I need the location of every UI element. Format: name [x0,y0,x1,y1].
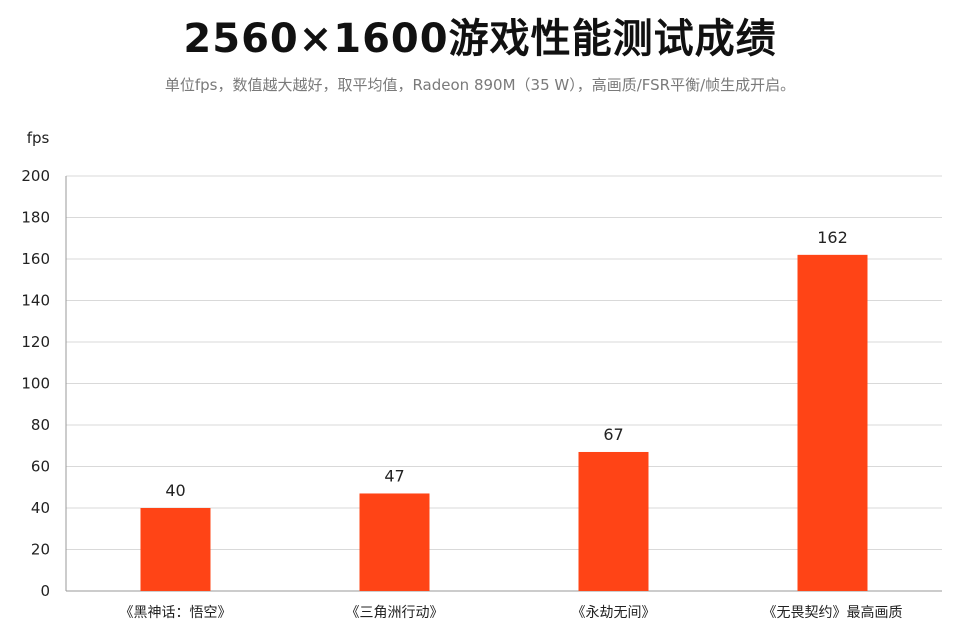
chart-title: 2560×1600游戏性能测试成绩 [183,16,777,62]
bars [140,254,868,591]
y-tick-label: 0 [40,582,50,600]
data-label: 67 [603,425,623,444]
category-label: 《三角洲行动》 [346,605,444,621]
data-label: 47 [384,466,404,485]
y-axis-unit-label: fps [27,129,50,147]
data-label: 40 [165,481,185,500]
y-tick-label: 60 [31,458,50,476]
bar [797,254,868,591]
y-tick-label: 100 [21,375,50,393]
y-tick-label: 200 [21,167,50,185]
y-tick-label: 120 [21,333,50,351]
chart-subtitle: 单位fps，数值越大越好，取平均值，Radeon 890M（35 W），高画质/… [164,76,796,94]
grid-lines [65,175,942,592]
y-tick-label: 20 [31,541,50,559]
data-labels: 40 47 67 162 [165,228,847,500]
data-label: 162 [817,228,848,247]
category-label: 《黑神话：悟空》 [120,605,232,621]
bar [359,493,430,591]
y-tick-labels: 0 20 40 60 80 100 120 140 160 180 200 [21,167,50,600]
y-tick-label: 80 [31,416,50,434]
y-tick-label: 160 [21,250,50,268]
bar [578,451,649,591]
y-tick-label: 40 [31,499,50,517]
y-tick-label: 180 [21,209,50,227]
category-label: 《永劫无间》 [572,605,656,621]
category-labels: 《黑神话：悟空》 《三角洲行动》 《永劫无间》 《无畏契约》最高画质 [120,604,903,621]
bar [140,508,211,591]
category-label: 《无畏契约》最高画质 [763,604,903,621]
y-tick-label: 140 [21,292,50,310]
